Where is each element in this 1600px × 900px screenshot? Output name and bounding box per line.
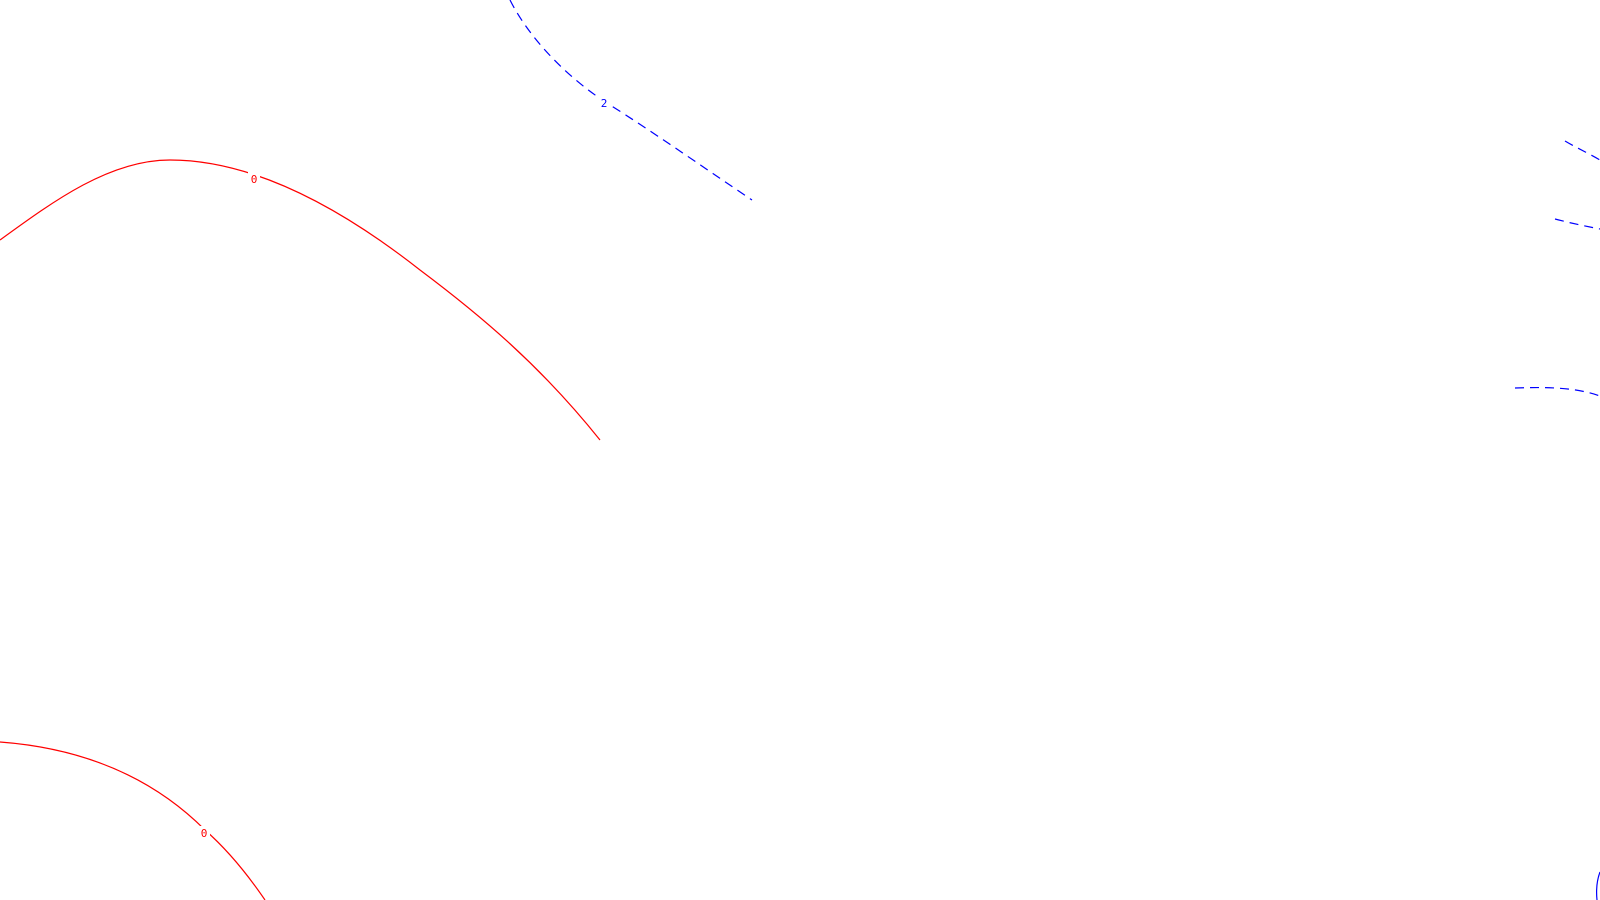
positive-contour-fragment-4 <box>1596 871 1600 900</box>
zero-contour-label-lower: 0 <box>201 827 208 840</box>
positive-contour-fragment-2 <box>1554 218 1600 230</box>
positive-contour-fragment-3 <box>1514 386 1600 397</box>
zero-contour-label-bg-lower <box>198 826 210 839</box>
positive-contour-label-top: 2 <box>601 97 608 110</box>
zero-contour-line-lower <box>0 741 266 900</box>
positive-contour-label-bg-top <box>598 96 610 109</box>
zero-contour-line-upper <box>0 159 601 441</box>
zero-contour-label-bg-upper <box>248 172 260 185</box>
positive-contour-line-top <box>509 0 753 201</box>
positive-contour-fragment-1 <box>1564 140 1600 161</box>
zero-contour-label-upper: 0 <box>251 173 258 186</box>
